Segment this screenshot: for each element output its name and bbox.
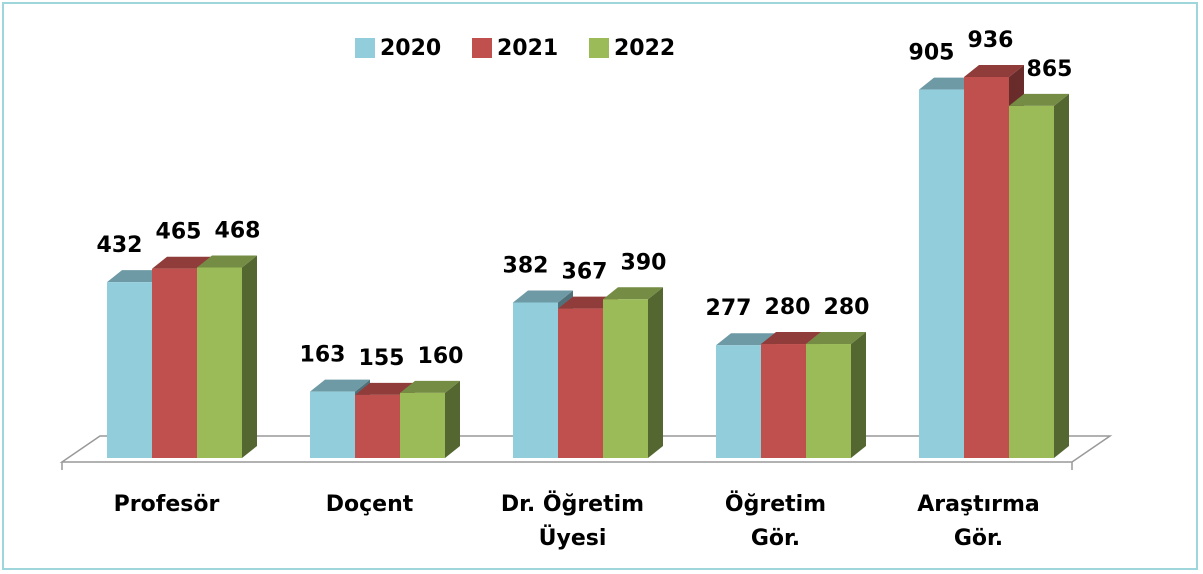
bar-front: [761, 344, 806, 458]
value-label: 865: [1027, 57, 1073, 82]
value-label: 465: [156, 220, 202, 245]
category-label: Doçent: [325, 492, 414, 517]
bar-front: [152, 268, 197, 458]
value-label: 367: [562, 260, 608, 285]
legend-label: 2022: [614, 36, 675, 61]
bar: [197, 255, 257, 458]
bar: [603, 287, 663, 458]
bar-front: [513, 302, 558, 458]
bar-top: [355, 382, 415, 395]
category-label: Araştırma Gör.: [917, 492, 1040, 551]
bar-top: [152, 256, 212, 269]
bar-front: [558, 308, 603, 458]
value-label: 390: [621, 250, 667, 275]
bar: [806, 332, 866, 458]
bar-top: [1009, 93, 1069, 106]
bar-front: [355, 394, 400, 458]
legend-swatch: [472, 38, 492, 58]
bar-top: [716, 333, 776, 346]
bar-front: [310, 391, 355, 458]
bar-top: [310, 379, 370, 392]
category-label: Profesör: [113, 492, 220, 517]
value-label: 382: [503, 254, 549, 279]
value-label: 432: [97, 233, 143, 258]
value-label: 468: [215, 219, 261, 244]
bar-front: [107, 282, 152, 458]
bar-front: [197, 267, 242, 458]
bar-side: [851, 332, 866, 458]
bar-top: [964, 65, 1024, 77]
bar-front: [716, 345, 761, 458]
value-label: 936: [968, 28, 1014, 53]
bar-top: [400, 380, 460, 393]
bar-side: [648, 287, 663, 458]
bar-front: [919, 89, 964, 458]
legend-label: 2020: [380, 36, 441, 61]
bar-side: [1054, 93, 1069, 459]
bar-front: [603, 299, 648, 458]
bar-front: [400, 392, 445, 458]
bar-top: [513, 290, 573, 303]
category-label: Öğretim Gör.: [724, 492, 827, 551]
value-label: 155: [359, 346, 405, 371]
bar: [400, 380, 460, 458]
value-label: 163: [300, 343, 346, 368]
value-label: 280: [765, 295, 811, 320]
bar-front: [806, 344, 851, 458]
value-label: 160: [418, 344, 464, 369]
bar-front: [964, 77, 1009, 458]
bar-side: [242, 255, 257, 458]
bar: [1009, 93, 1069, 459]
bar-front: [1009, 105, 1054, 459]
legend-swatch: [355, 38, 375, 58]
bar-top: [603, 287, 663, 300]
bar-top: [761, 332, 821, 345]
value-label: 905: [909, 41, 955, 66]
legend-swatch: [589, 38, 609, 58]
category-label: Dr. Öğretim Üyesi: [500, 492, 645, 551]
bar-top: [806, 332, 866, 345]
legend-label: 2021: [497, 36, 558, 61]
value-label: 277: [706, 296, 752, 321]
value-label: 280: [824, 295, 870, 320]
bar-top: [197, 255, 257, 268]
bar-side: [445, 380, 460, 458]
